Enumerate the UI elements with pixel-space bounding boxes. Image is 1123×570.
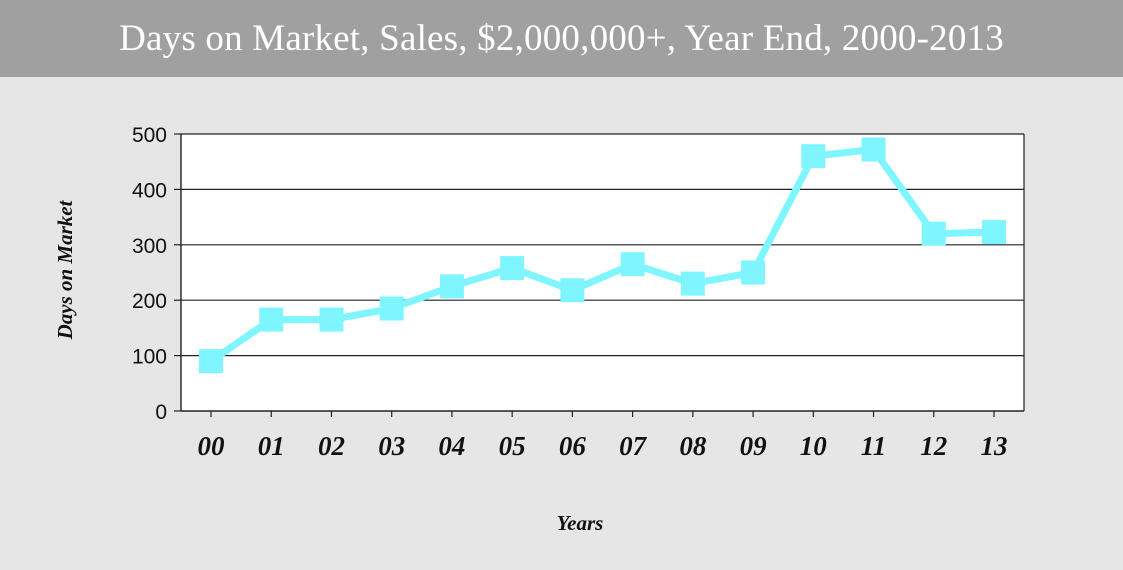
data-point-09 [741,260,766,285]
data-point-07 [620,252,645,277]
y-tick-label-300: 300 [132,235,167,258]
data-point-04 [439,274,464,299]
y-tick-label-100: 100 [132,346,167,369]
x-tick-label-07: 07 [619,431,648,461]
x-tick-label-00: 00 [198,431,226,461]
title-bar: Days on Market, Sales, $2,000,000+, Year… [0,0,1123,77]
data-point-02 [319,307,344,332]
x-tick-label-05: 05 [499,431,526,461]
x-tick-label-01: 01 [258,431,285,461]
x-tick-label-13: 13 [981,431,1008,461]
x-tick-label-02: 02 [318,431,345,461]
x-tick-label-08: 08 [679,431,707,461]
chart-title: Days on Market, Sales, $2,000,000+, Year… [119,18,1004,59]
data-point-01 [259,307,284,332]
y-tick-label-400: 400 [132,179,167,202]
y-tick-label-0: 0 [155,401,167,424]
data-point-08 [680,271,705,296]
data-point-13 [982,220,1006,245]
x-tick-label-12: 12 [920,431,947,461]
data-point-03 [379,296,404,321]
data-point-11 [861,137,886,162]
data-point-06 [560,278,585,303]
x-tick-label-03: 03 [378,431,405,461]
x-tick-label-06: 06 [559,431,587,461]
y-tick-label-500: 500 [132,124,167,147]
data-point-12 [921,221,946,246]
data-point-05 [500,256,525,281]
y-tick-label-200: 200 [132,290,167,313]
x-tick-label-10: 10 [800,431,828,461]
y-axis-label: Days on Market [53,199,77,340]
x-tick-label-09: 09 [740,431,768,461]
plot-area [181,134,1024,411]
x-axis-label: Years [557,511,604,535]
x-tick-label-11: 11 [861,431,887,461]
data-point-10 [801,144,826,169]
x-tick-label-04: 04 [438,431,465,461]
data-point-00 [199,349,223,374]
